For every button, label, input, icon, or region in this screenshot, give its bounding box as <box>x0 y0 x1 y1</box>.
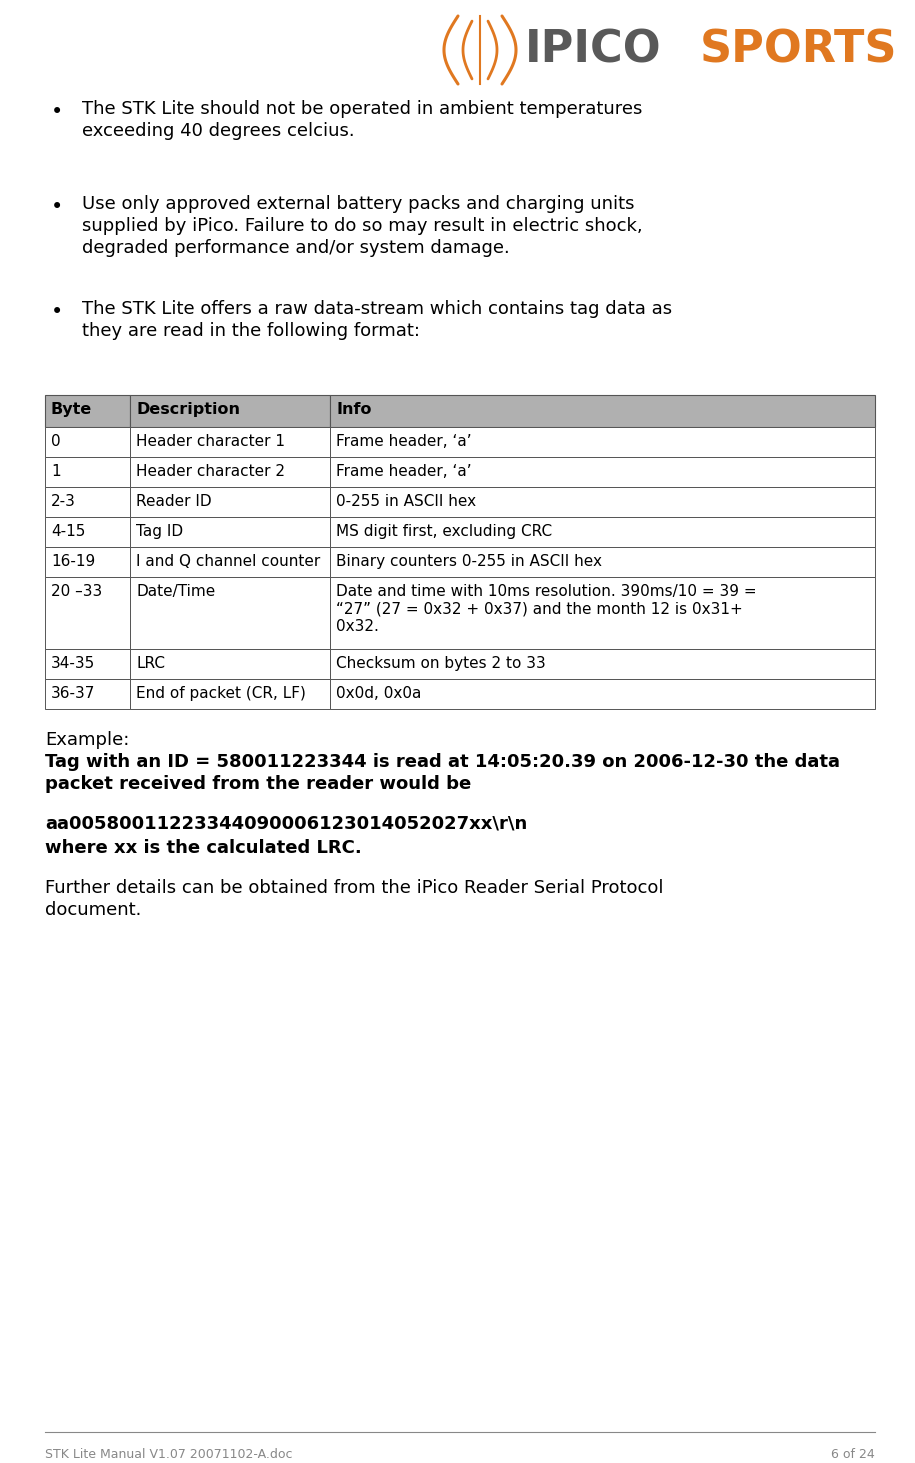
Text: Tag with an ID = 580011223344 is read at 14:05:20.39 on 2006-12-30 the data: Tag with an ID = 580011223344 is read at… <box>45 753 840 771</box>
Text: 20 –33: 20 –33 <box>51 584 102 598</box>
Bar <box>45 679 130 710</box>
Text: Binary counters 0-255 in ASCII hex: Binary counters 0-255 in ASCII hex <box>336 554 602 569</box>
Text: Use only approved external battery packs and charging units: Use only approved external battery packs… <box>82 195 634 214</box>
Text: Reader ID: Reader ID <box>136 494 211 509</box>
Text: 0: 0 <box>51 435 60 449</box>
Text: STK Lite Manual V1.07 20071102-A.doc: STK Lite Manual V1.07 20071102-A.doc <box>45 1448 293 1462</box>
Bar <box>330 427 875 456</box>
Text: •: • <box>51 198 63 217</box>
Bar <box>45 456 130 487</box>
Text: IPICO: IPICO <box>525 28 662 72</box>
Text: Header character 2: Header character 2 <box>136 464 285 478</box>
Text: they are read in the following format:: they are read in the following format: <box>82 322 420 339</box>
Text: where xx is the calculated LRC.: where xx is the calculated LRC. <box>45 838 361 857</box>
Text: 0-255 in ASCII hex: 0-255 in ASCII hex <box>336 494 476 509</box>
Text: Header character 1: Header character 1 <box>136 435 285 449</box>
Bar <box>330 395 875 427</box>
Text: supplied by iPico. Failure to do so may result in electric shock,: supplied by iPico. Failure to do so may … <box>82 217 642 236</box>
Bar <box>130 576 330 650</box>
Text: •: • <box>51 102 63 121</box>
Text: Checksum on bytes 2 to 33: Checksum on bytes 2 to 33 <box>336 655 545 672</box>
Text: 2-3: 2-3 <box>51 494 76 509</box>
Bar <box>330 516 875 547</box>
Text: Tag ID: Tag ID <box>136 524 183 538</box>
Text: Further details can be obtained from the iPico Reader Serial Protocol: Further details can be obtained from the… <box>45 879 663 897</box>
Bar <box>330 650 875 679</box>
Text: LRC: LRC <box>136 655 165 672</box>
Text: The STK Lite offers a raw data-stream which contains tag data as: The STK Lite offers a raw data-stream wh… <box>82 300 673 317</box>
Bar <box>130 650 330 679</box>
Text: SPORTS: SPORTS <box>700 28 898 72</box>
Text: Example:: Example: <box>45 732 129 749</box>
Bar <box>130 427 330 456</box>
Text: 36-37: 36-37 <box>51 686 95 701</box>
Text: aa00580011223344090006123014052027xx\r\n: aa00580011223344090006123014052027xx\r\n <box>45 815 527 832</box>
Bar <box>330 679 875 710</box>
Bar <box>330 547 875 576</box>
Text: 16-19: 16-19 <box>51 554 95 569</box>
Bar <box>330 487 875 516</box>
Text: Byte: Byte <box>51 402 92 417</box>
Bar <box>45 395 130 427</box>
Text: I and Q channel counter: I and Q channel counter <box>136 554 320 569</box>
Bar <box>45 650 130 679</box>
Bar <box>330 456 875 487</box>
Bar <box>130 456 330 487</box>
Text: Description: Description <box>136 402 240 417</box>
Text: •: • <box>51 301 63 322</box>
Bar <box>130 516 330 547</box>
Bar <box>45 487 130 516</box>
Text: 34-35: 34-35 <box>51 655 95 672</box>
Text: packet received from the reader would be: packet received from the reader would be <box>45 775 471 793</box>
Text: 6 of 24: 6 of 24 <box>831 1448 875 1462</box>
Text: exceeding 40 degrees celcius.: exceeding 40 degrees celcius. <box>82 121 355 140</box>
Text: 4-15: 4-15 <box>51 524 85 538</box>
Bar <box>45 547 130 576</box>
Bar <box>45 516 130 547</box>
Bar <box>45 427 130 456</box>
Text: Date/Time: Date/Time <box>136 584 215 598</box>
Bar <box>130 679 330 710</box>
Text: 1: 1 <box>51 464 60 478</box>
Text: End of packet (CR, LF): End of packet (CR, LF) <box>136 686 306 701</box>
Text: 0x0d, 0x0a: 0x0d, 0x0a <box>336 686 422 701</box>
Bar <box>130 487 330 516</box>
Text: degraded performance and/or system damage.: degraded performance and/or system damag… <box>82 238 510 257</box>
Text: document.: document. <box>45 901 142 919</box>
Text: The STK Lite should not be operated in ambient temperatures: The STK Lite should not be operated in a… <box>82 99 642 119</box>
Bar <box>45 576 130 650</box>
Text: MS digit first, excluding CRC: MS digit first, excluding CRC <box>336 524 552 538</box>
Bar <box>130 395 330 427</box>
Text: Date and time with 10ms resolution. 390ms/10 = 39 =
“27” (27 = 0x32 + 0x37) and : Date and time with 10ms resolution. 390m… <box>336 584 757 633</box>
Text: Info: Info <box>336 402 371 417</box>
Bar <box>330 576 875 650</box>
Text: Frame header, ‘a’: Frame header, ‘a’ <box>336 435 471 449</box>
Text: Frame header, ‘a’: Frame header, ‘a’ <box>336 464 471 478</box>
Bar <box>130 547 330 576</box>
